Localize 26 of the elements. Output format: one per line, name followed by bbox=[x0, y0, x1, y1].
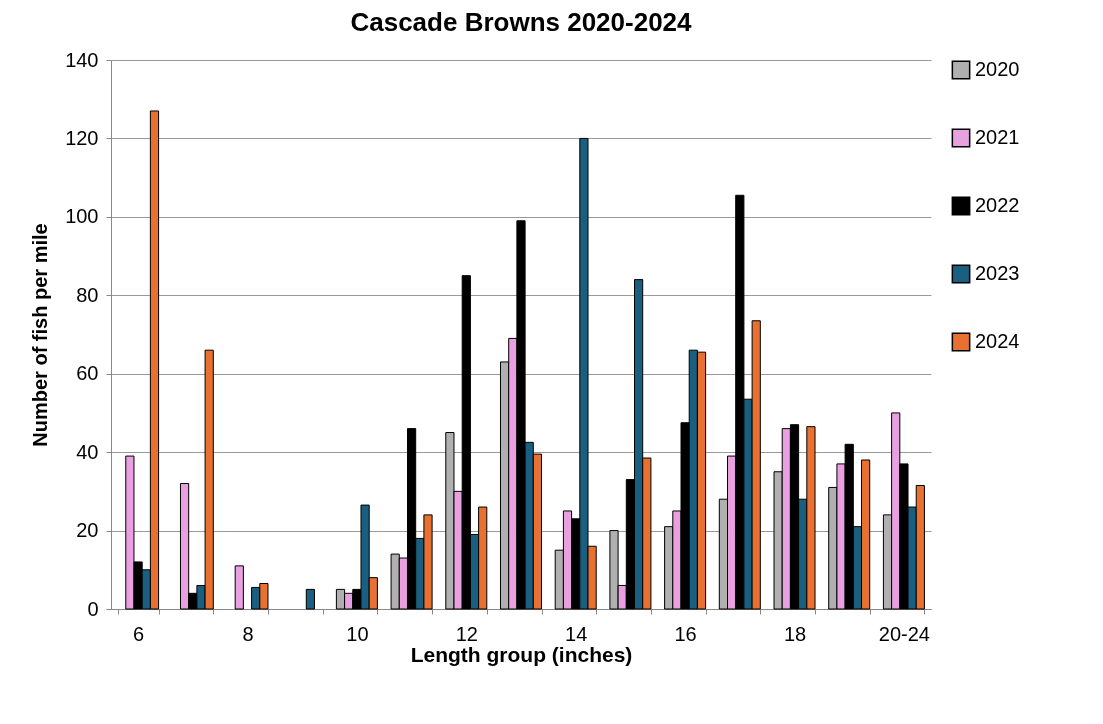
y-tick-label: 60 bbox=[76, 362, 99, 385]
x-tick-label: 6 bbox=[133, 622, 145, 645]
y-tick-label: 120 bbox=[65, 126, 99, 149]
y-tick-label: 80 bbox=[76, 283, 99, 306]
legend-label: 2022 bbox=[975, 194, 1020, 216]
x-axis-title: Length group (inches) bbox=[410, 642, 633, 666]
legend-label: 2024 bbox=[975, 330, 1020, 352]
bar bbox=[234, 565, 244, 610]
x-tick-label: 12 bbox=[455, 622, 478, 645]
y-tick-label: 100 bbox=[65, 205, 99, 228]
x-tick-label: 14 bbox=[565, 622, 588, 645]
x-tick-label: 16 bbox=[674, 622, 697, 645]
y-tick-label: 140 bbox=[65, 48, 99, 71]
y-tick-label: 20 bbox=[76, 519, 99, 542]
y-tick-label: 0 bbox=[87, 597, 99, 620]
y-axis-title: Number of fish per mile bbox=[29, 223, 52, 447]
y-tick-label: 40 bbox=[76, 440, 99, 463]
legend-label: 2023 bbox=[975, 262, 1020, 284]
x-tick-label: 20-24 bbox=[878, 622, 930, 645]
legend-label: 2021 bbox=[975, 126, 1020, 148]
chart-title: Cascade Browns 2020-2024 bbox=[350, 7, 693, 37]
legend-label: 2020 bbox=[975, 58, 1020, 80]
x-tick-label: 10 bbox=[346, 622, 369, 645]
x-tick-label: 18 bbox=[783, 622, 807, 645]
bar bbox=[305, 588, 315, 610]
x-tick-label: 8 bbox=[242, 622, 254, 645]
